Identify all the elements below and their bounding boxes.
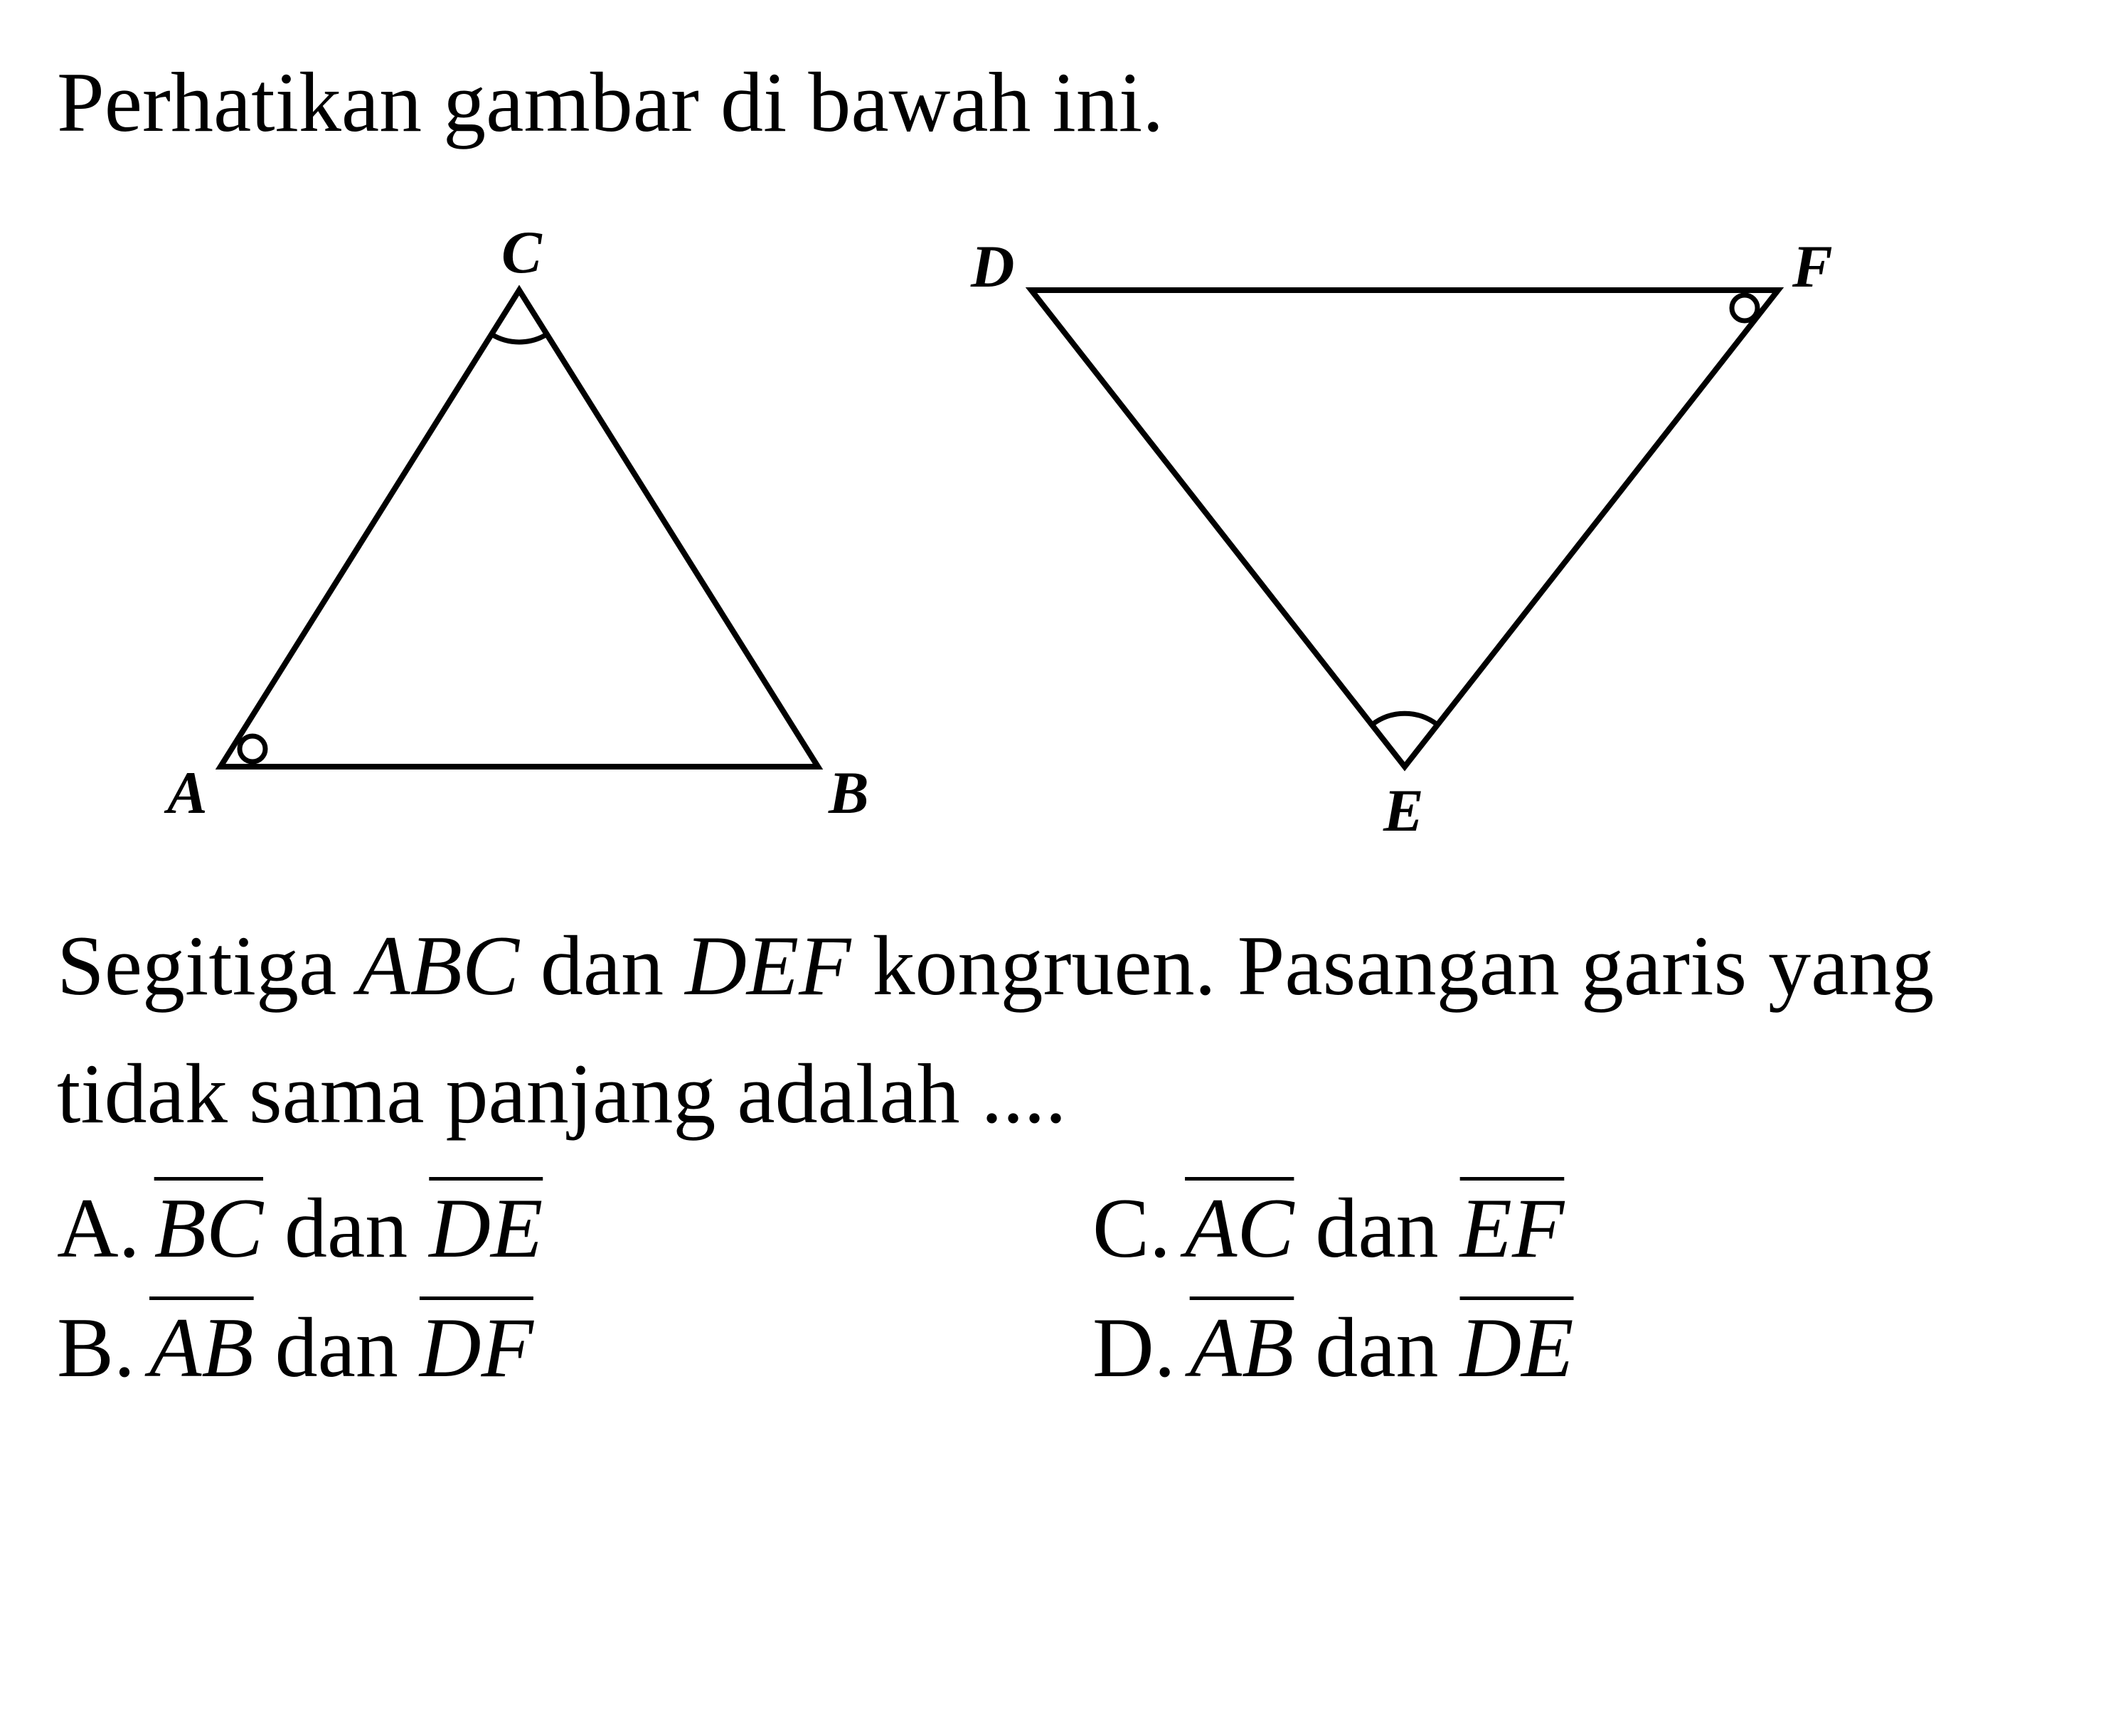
desc-part1: Segitiga <box>57 918 358 1013</box>
vertex-label-a: A <box>164 760 208 826</box>
triangle-abc-path <box>220 290 818 767</box>
option-c-seg2: EF <box>1460 1181 1565 1275</box>
angle-circle-f <box>1732 295 1757 321</box>
option-d-content: AB dan DE <box>1190 1299 1574 1397</box>
triangle-abc: A B C <box>142 205 889 845</box>
option-a-seg2: DE <box>429 1181 543 1275</box>
option-b-label: B. <box>57 1299 135 1397</box>
option-d: D. AB dan DE <box>1092 1299 2071 1397</box>
triangle-def: D E F <box>960 205 1849 845</box>
option-b-content: AB dan DF <box>149 1299 533 1397</box>
vertex-label-e: E <box>1383 777 1424 844</box>
vertex-label-c: C <box>501 219 543 286</box>
conj-d: dan <box>1294 1300 1459 1395</box>
triangle2-name: DEF <box>685 918 851 1013</box>
option-b-seg2: DF <box>420 1300 533 1395</box>
angle-circle-a <box>240 736 265 762</box>
diagram-container: A B C D E F <box>142 205 2071 845</box>
triangle1-name: ABC <box>358 918 519 1013</box>
option-a: A. BC dan DE <box>57 1179 1036 1277</box>
option-b-seg1: AB <box>149 1300 254 1395</box>
option-c-label: C. <box>1092 1179 1171 1277</box>
angle-arc-c <box>491 334 547 342</box>
options-container: A. BC dan DE C. AC dan EF B. AB dan DF D… <box>57 1179 2071 1397</box>
vertex-label-b: B <box>828 760 869 826</box>
option-c-seg1: AC <box>1185 1181 1294 1275</box>
question-description: Segitiga ABC dan DEF kongruen. Pasangan … <box>57 902 2071 1158</box>
conj-b: dan <box>254 1300 420 1395</box>
conj-c: dan <box>1294 1181 1459 1275</box>
option-a-content: BC dan DE <box>154 1179 543 1277</box>
option-a-seg1: BC <box>154 1181 263 1275</box>
option-d-seg2: DE <box>1460 1300 1574 1395</box>
desc-part2: dan <box>519 918 685 1013</box>
option-b: B. AB dan DF <box>57 1299 1036 1397</box>
option-c: C. AC dan EF <box>1092 1179 2071 1277</box>
option-a-label: A. <box>57 1179 140 1277</box>
question-prompt: Perhatikan gambar di bawah ini. <box>57 43 2071 162</box>
vertex-label-d: D <box>970 233 1014 300</box>
triangle-def-path <box>1031 290 1778 767</box>
conj-a: dan <box>263 1181 429 1275</box>
option-d-label: D. <box>1092 1299 1176 1397</box>
option-c-content: AC dan EF <box>1185 1179 1564 1277</box>
option-d-seg1: AB <box>1190 1300 1294 1395</box>
vertex-label-f: F <box>1792 233 1833 300</box>
angle-arc-e <box>1372 713 1437 725</box>
